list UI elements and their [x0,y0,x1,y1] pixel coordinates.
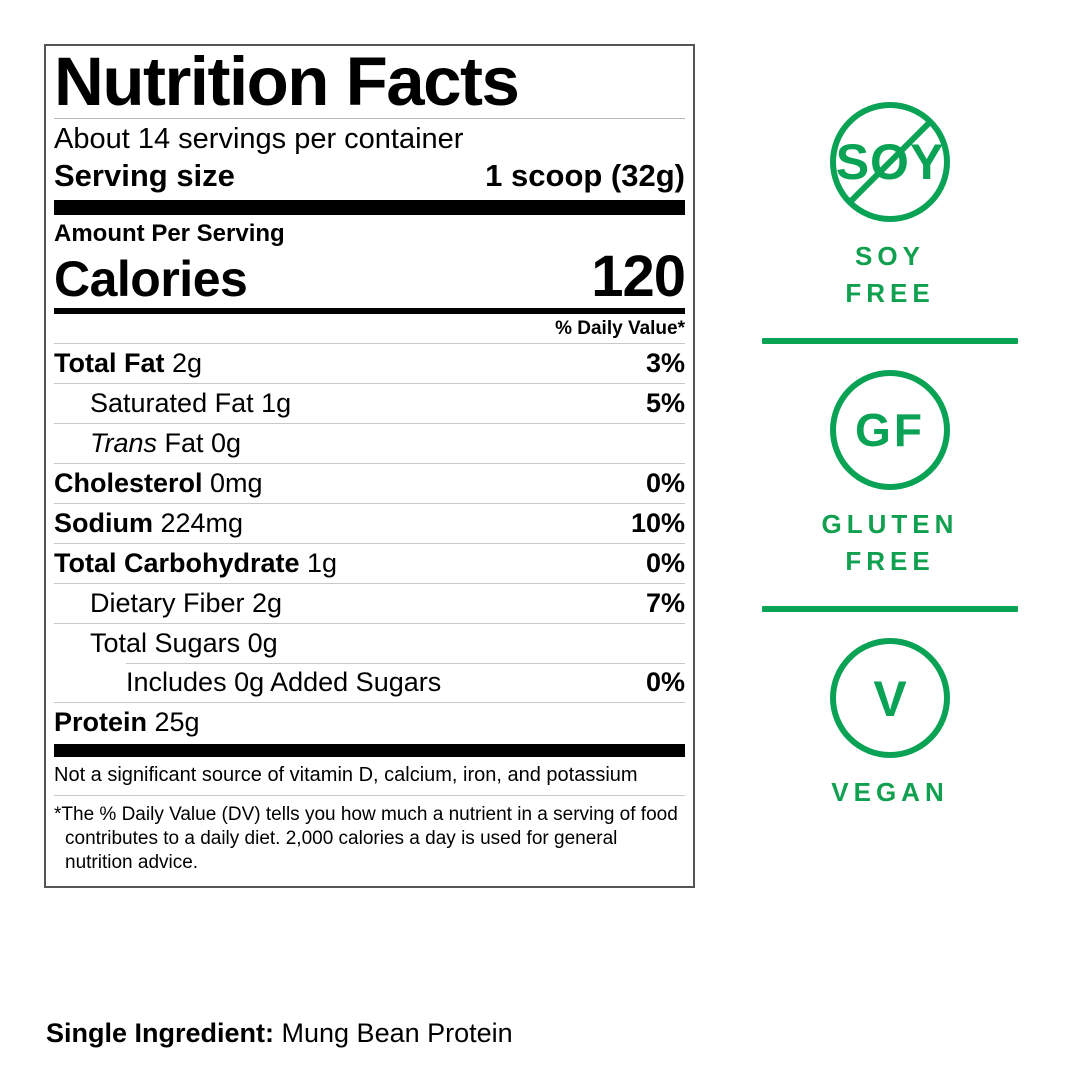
nutrient-name: Dietary Fiber 2g [90,587,283,618]
badge-divider [762,337,1018,344]
nutrient-dv: 5% [645,387,685,418]
nutrient-dv: 3% [645,347,685,378]
badge-caption-line2: FREE [845,545,935,576]
amount-per-serving-label: Amount Per Serving [54,219,285,247]
serving-size-row: Serving size 1 scoop (32g) [54,157,685,197]
table-row: Dietary Fiber 2g 7% [54,582,685,623]
svg-text:GF: GF [855,404,925,456]
badge-caption-line2: FREE [845,277,935,308]
svg-text:V: V [873,671,907,727]
ingredient-label: Single Ingredient: [46,1018,275,1048]
nutrient-amount: 0mg [202,467,263,498]
nutrient-amount: Fat 0g [157,427,242,458]
badge-gluten-free: GF GLUTEN FREE [745,368,1035,580]
nutrient-amount: 1g [299,547,338,578]
divider-under-title [54,117,685,119]
badge-divider [762,605,1018,612]
table-row: Cholesterol 0mg 0% [54,462,685,503]
certification-badges: SOY SOY FREE GF GLUTEN FREE [745,100,1035,811]
footnote-daily-value: *The % Daily Value (DV) tells you how mu… [54,794,685,882]
serving-size-value: 1 scoop (32g) [485,157,685,193]
table-row: Saturated Fat 1g 5% [54,382,685,423]
table-row: Sodium 224mg 10% [54,502,685,543]
table-row: Total Sugars 0g [54,622,685,663]
daily-value-header: % Daily Value* [555,317,685,339]
nutrient-dv: 10% [630,507,685,538]
no-soy-icon: SOY [830,102,950,222]
badge-caption-line1: GLUTEN [821,508,959,539]
nutrient-name: Total Fat 2g [54,348,202,379]
nutrient-name-bold: Cholesterol [54,467,203,498]
vegan-icon: V [830,637,950,758]
table-row: Total Fat 2g 3% [54,342,685,383]
calories-value: 120 [591,243,686,309]
nutrient-dv: 7% [645,587,685,618]
nutrition-facts-panel: Nutrition Facts About 14 servings per co… [44,44,695,888]
nutrient-amount: 2g [164,347,203,378]
divider-thick-top [54,199,685,215]
badge-gluten-free-caption: GLUTEN FREE [745,506,1035,580]
nutrient-name: Trans Fat 0g [54,428,241,459]
gluten-free-icon: GF [830,369,950,490]
nutrient-amount: 224mg [153,507,244,538]
badge-vegan: V VEGAN [745,636,1035,811]
footnote-not-significant-source: Not a significant source of vitamin D, c… [54,763,638,786]
nutrient-dv: 0% [645,467,685,498]
calories-row: Calories 120 [54,243,686,309]
page-title: Nutrition Facts [54,43,520,120]
serving-size-label: Serving size [54,157,235,193]
nutrient-name-bold: Sodium [54,507,153,538]
table-row: Trans Fat 0g [54,422,685,463]
badge-caption-line1: SOY [855,241,925,271]
nutrient-name-bold: Protein [54,706,148,737]
badge-vegan-caption: VEGAN [745,774,1035,811]
nutrient-name: Sodium 224mg [54,508,243,539]
table-row: Protein 25g [54,701,685,742]
nutrient-name-italic: Trans [90,427,158,458]
nutrient-amount: 25g [147,706,200,737]
servings-per-container: About 14 servings per container [54,122,464,155]
divider-thick-bottom [54,743,685,757]
badge-soy-free-caption: SOY FREE [745,238,1035,312]
divider-medium-under-calories [54,307,685,314]
nutrient-name: Total Carbohydrate 1g [54,548,337,579]
nutrient-name: Cholesterol 0mg [54,468,263,499]
calories-label: Calories [54,250,248,307]
nutrient-name: Includes 0g Added Sugars [126,666,442,697]
nutrient-name-bold: Total Fat [54,347,165,378]
badge-caption-line1: VEGAN [831,776,949,807]
ingredient-value: Mung Bean Protein [274,1018,513,1048]
table-row: Includes 0g Added Sugars 0% [54,662,685,702]
nutrient-dv: 0% [645,547,685,578]
badge-soy-free: SOY SOY FREE [745,100,1035,312]
table-row: Total Carbohydrate 1g 0% [54,542,685,583]
nutrient-name: Saturated Fat 1g [90,387,292,418]
nutrient-dv: 0% [645,666,685,697]
nutrient-name: Protein 25g [54,707,200,738]
ingredient-line: Single Ingredient: Mung Bean Protein [46,1018,513,1049]
nutrient-name: Total Sugars 0g [90,627,278,658]
nutrient-name-bold: Total Carbohydrate [54,547,300,578]
